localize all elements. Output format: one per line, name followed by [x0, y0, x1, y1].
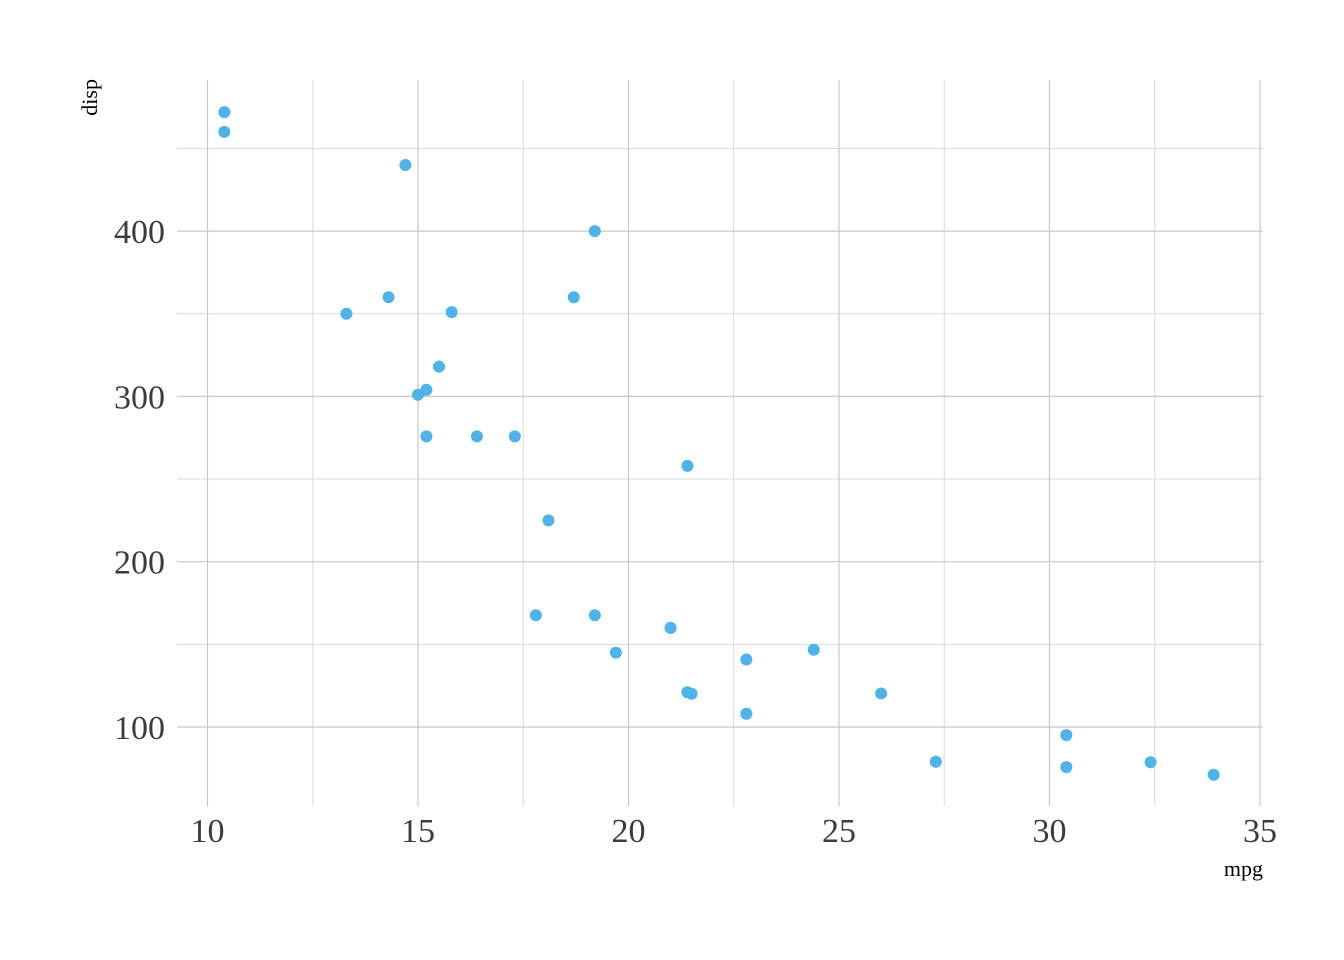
y-tick-label: 400: [114, 214, 165, 251]
data-point: [609, 646, 622, 659]
data-point: [508, 430, 521, 443]
data-point: [1144, 756, 1157, 769]
data-point: [420, 430, 433, 443]
data-point: [929, 755, 942, 768]
data-point: [433, 360, 446, 373]
data-point: [588, 225, 601, 238]
data-point: [445, 306, 458, 319]
data-point: [664, 621, 677, 634]
data-point: [412, 388, 424, 401]
x-tick-label: 35: [1243, 813, 1277, 850]
data-point: [1207, 768, 1220, 781]
data-point: [875, 687, 888, 700]
data-point: [399, 158, 412, 171]
data-point: [681, 459, 694, 472]
data-point: [681, 686, 694, 699]
data-point: [1060, 729, 1073, 742]
data-point: [588, 609, 601, 622]
data-point: [1060, 761, 1073, 774]
data-point: [340, 307, 353, 320]
x-tick-label: 15: [401, 813, 435, 850]
x-tick-label: 25: [822, 813, 856, 850]
data-point: [470, 430, 483, 443]
x-axis-title: mpg: [1224, 856, 1263, 881]
y-axis-title: disp: [77, 79, 102, 116]
data-point: [567, 291, 580, 304]
data-point: [529, 609, 542, 622]
data-point: [740, 707, 753, 720]
data-point: [218, 106, 231, 119]
x-axis-tick-labels: 10 15 20 25 30 35: [191, 813, 1278, 850]
data-point: [218, 125, 231, 138]
y-axis-tick-labels: 100 200 300 400: [114, 214, 165, 747]
grid: [177, 80, 1263, 806]
x-tick-label: 20: [612, 813, 646, 850]
data-point: [740, 653, 753, 666]
data-point: [382, 291, 395, 304]
x-tick-label: 10: [191, 813, 225, 850]
y-tick-label: 100: [114, 710, 165, 747]
x-tick-label: 30: [1033, 813, 1067, 850]
y-tick-label: 200: [114, 545, 165, 582]
data-point: [807, 643, 820, 656]
data-points: [218, 106, 1220, 781]
y-tick-label: 300: [114, 379, 165, 416]
data-point: [542, 514, 555, 527]
